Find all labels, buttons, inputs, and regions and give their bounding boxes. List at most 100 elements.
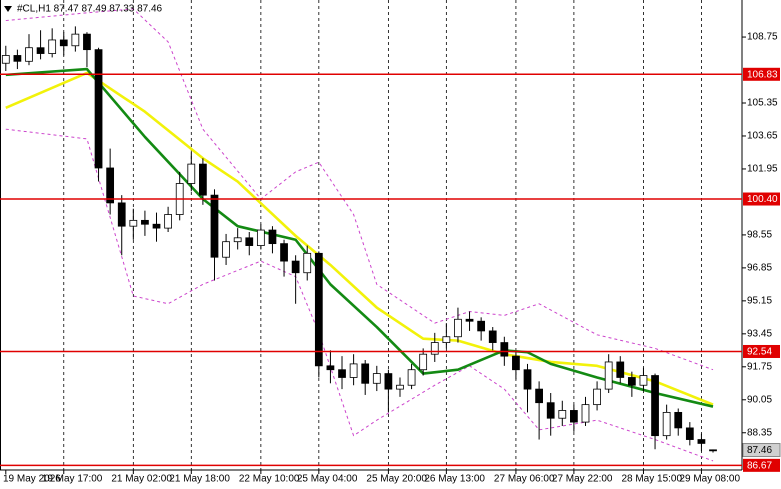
plot-area <box>1 0 717 470</box>
candle-body <box>25 47 33 62</box>
candle-body <box>83 33 91 51</box>
candle-body <box>245 237 254 246</box>
x-tick-label: 19 May 17:00 <box>42 474 103 485</box>
x-tick-label: 25 May 04:00 <box>297 474 358 485</box>
y-tick-label: 108.75 <box>747 32 778 43</box>
candle-body <box>1 55 10 64</box>
candle-body <box>477 320 486 332</box>
candle-body <box>512 355 520 371</box>
candle-body <box>581 404 590 423</box>
candle-body <box>222 241 230 258</box>
candle-body <box>36 47 45 54</box>
moving-average <box>5 71 714 406</box>
candle-body <box>141 219 149 225</box>
candle-body <box>593 388 601 406</box>
candle-body <box>164 214 172 229</box>
candle-body <box>465 318 474 322</box>
candle-body <box>233 237 242 243</box>
candle-body <box>48 39 57 54</box>
x-tick-label: 26 May 13:00 <box>424 474 485 485</box>
x-tick-label: 25 May 20:00 <box>366 474 427 485</box>
last-price-box <box>742 443 781 458</box>
candle-body <box>558 410 567 419</box>
candle-body <box>523 369 532 390</box>
candle-body <box>187 163 196 184</box>
candle-body <box>280 243 288 262</box>
candle-body <box>662 411 671 437</box>
last-price-label: 87.46 <box>747 445 772 456</box>
candle-body <box>152 223 161 229</box>
candle-body <box>71 33 80 47</box>
y-tick-label: 88.35 <box>747 427 772 438</box>
candle-body <box>291 260 300 274</box>
menu-triangle <box>4 6 12 12</box>
x-tick-label: 27 May 06:00 <box>494 474 555 485</box>
candle-body <box>361 363 370 384</box>
moving-average <box>5 67 714 408</box>
y-tick-label: 96.85 <box>747 263 772 274</box>
candle-body <box>674 411 683 429</box>
candle-body <box>94 49 103 169</box>
band-line <box>5 8 714 371</box>
candle-body <box>13 55 22 62</box>
x-tick-label: 27 May 22:00 <box>552 474 613 485</box>
candle-body <box>651 375 659 437</box>
candle-body <box>106 167 115 204</box>
candle-body <box>303 252 312 274</box>
x-tick-label: 21 May 02:00 <box>111 474 172 485</box>
candle-body <box>407 369 416 386</box>
candle-body <box>349 363 358 378</box>
candle-body <box>59 39 68 47</box>
candle-body <box>616 361 625 378</box>
x-tick-label: 22 May 10:00 <box>239 474 300 485</box>
chart-title: #CL,H1 87.47 87.49 87.33 87.46 <box>17 4 163 15</box>
y-tick-label: 103.65 <box>747 131 778 142</box>
level-label: 100.40 <box>747 194 778 205</box>
y-tick-label: 105.35 <box>747 98 778 109</box>
level-label-box <box>743 458 780 472</box>
candle-body <box>604 361 613 390</box>
level-label-box <box>743 192 780 206</box>
x-tick-label: 19 May 2026 <box>3 474 61 485</box>
candle-body <box>199 163 207 196</box>
candle-body <box>430 342 439 355</box>
candle-body <box>639 375 648 386</box>
candle-body <box>454 318 462 338</box>
y-tick-label: 93.45 <box>747 328 772 339</box>
level-label-box <box>743 344 780 358</box>
candle-body <box>268 229 277 245</box>
x-tick-label: 29 May 08:00 <box>679 474 740 485</box>
candle-body <box>384 373 393 390</box>
candle-body <box>442 336 451 343</box>
candle-body <box>326 365 335 371</box>
x-tick-label: 28 May 15:00 <box>621 474 682 485</box>
candle-body <box>129 219 138 227</box>
candle-body <box>570 410 578 423</box>
candle-body <box>627 377 636 386</box>
y-tick-label: 90.05 <box>747 394 772 405</box>
candle-body <box>488 330 497 343</box>
y-tick-label: 98.55 <box>747 230 772 241</box>
candle-body <box>419 353 428 371</box>
x-tick-label: 21 May 18:00 <box>169 474 230 485</box>
candle-body <box>314 252 323 367</box>
candle-body <box>117 202 126 227</box>
y-tick-label: 91.75 <box>747 361 772 372</box>
candle-body <box>256 229 265 246</box>
y-tick-label: 95.15 <box>747 295 772 306</box>
level-label: 106.83 <box>747 69 778 80</box>
level-label-box <box>743 67 780 81</box>
band-line <box>5 128 714 462</box>
candle-body <box>697 439 706 444</box>
candle-body <box>535 388 543 404</box>
candle-body <box>372 373 381 384</box>
candle-body <box>685 427 694 440</box>
y-tick-label: 101.95 <box>747 164 778 175</box>
candle-body <box>709 449 717 452</box>
candle-body <box>546 402 555 419</box>
candle-body <box>396 384 404 390</box>
level-label: 92.54 <box>747 347 772 358</box>
candle-body <box>500 342 509 357</box>
